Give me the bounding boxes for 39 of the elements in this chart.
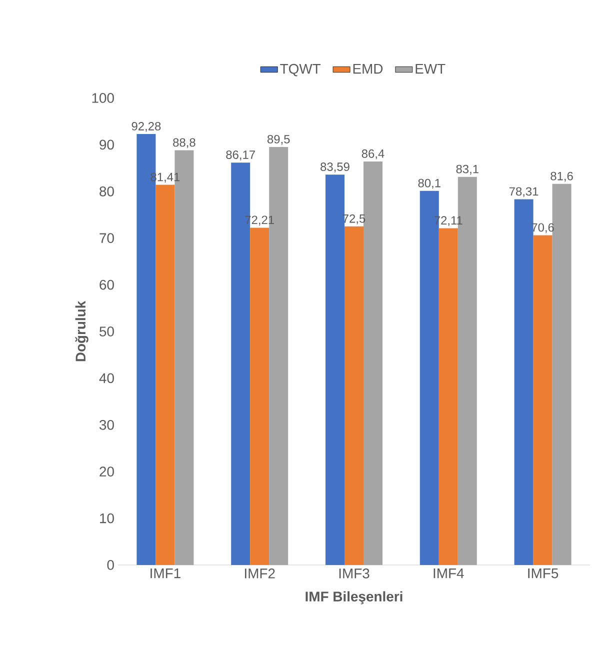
- x-tick-label: IMF2: [244, 568, 275, 578]
- bar: [250, 228, 270, 565]
- y-axis-title: Doğruluk: [75, 300, 88, 362]
- bar: [325, 174, 344, 565]
- x-tick-label: IMF1: [150, 568, 180, 578]
- bar: [438, 228, 458, 565]
- data-label: 88,8: [173, 138, 196, 148]
- bar: [344, 226, 364, 565]
- data-label: 78,31: [509, 187, 538, 198]
- x-tick-label: IMF3: [339, 568, 370, 578]
- bar: [156, 184, 175, 565]
- y-tick-label: 20: [100, 466, 114, 477]
- y-tick-label: 40: [99, 373, 114, 384]
- y-tick-label: 10: [100, 513, 114, 524]
- data-label: 81,6: [550, 172, 573, 182]
- x-axis-title: IMF Bileşenleri: [306, 591, 402, 604]
- data-label: 89,5: [267, 134, 290, 145]
- y-tick-label: 70: [100, 233, 114, 244]
- y-tick-label: 30: [99, 420, 114, 430]
- data-label: 86,17: [226, 150, 255, 160]
- data-label: 83,1: [456, 164, 478, 175]
- legend-label: TQWT: [280, 64, 321, 76]
- data-label: 86,4: [362, 149, 384, 160]
- y-tick-label: 60: [100, 280, 114, 290]
- legend-label: EWT: [416, 64, 446, 74]
- y-tick-label: 90: [100, 140, 114, 150]
- x-tick-label: IMF4: [434, 568, 464, 578]
- bar: [514, 199, 534, 565]
- bar: [533, 235, 552, 565]
- y-tick-label: 50: [100, 326, 114, 336]
- data-label: 92,28: [132, 122, 161, 132]
- bar: [552, 184, 572, 565]
- data-label: 83,59: [320, 162, 350, 172]
- y-tick-label: 0: [107, 560, 114, 570]
- y-tick-label: 100: [92, 93, 114, 103]
- x-tick-label: IMF5: [528, 568, 558, 578]
- legend-label: EMD: [353, 64, 383, 74]
- data-label: 80,1: [418, 178, 440, 189]
- y-tick-label: 80: [100, 186, 114, 196]
